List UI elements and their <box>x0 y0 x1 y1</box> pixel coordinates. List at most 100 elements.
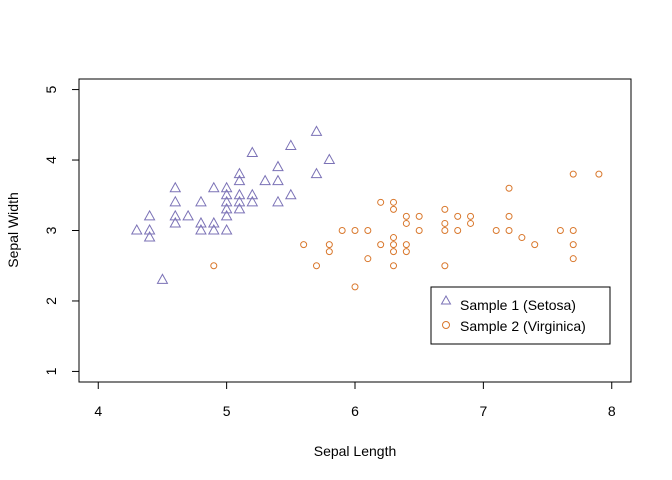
y-tick-label: 4 <box>43 156 59 164</box>
y-tick-label: 2 <box>43 297 59 305</box>
setosa-point <box>272 160 284 172</box>
virginica-point <box>454 227 462 234</box>
virginica-point <box>338 227 346 234</box>
setosa-point <box>284 188 297 200</box>
setosa-point <box>169 181 182 193</box>
virginica-point <box>377 241 385 249</box>
virginica-point <box>390 205 398 213</box>
legend-label-virginica: Sample 2 (Virginica) <box>460 318 586 334</box>
setosa-point <box>246 188 259 200</box>
virginica-point <box>492 227 500 234</box>
setosa-point <box>169 209 182 221</box>
setosa-point <box>246 146 259 157</box>
data-points <box>130 125 603 291</box>
virginica-point <box>595 170 603 178</box>
y-tick-label: 3 <box>43 226 59 234</box>
setosa-point <box>143 231 156 242</box>
setosa-point <box>143 223 156 235</box>
virginica-point <box>441 262 449 270</box>
setosa-point <box>143 209 156 221</box>
virginica-point <box>415 227 423 234</box>
setosa-point <box>207 216 220 228</box>
virginica-point <box>402 219 410 227</box>
setosa-point <box>233 195 246 207</box>
setosa-point <box>284 139 297 150</box>
x-tick-label: 7 <box>479 403 487 419</box>
setosa-point <box>220 223 233 235</box>
setosa-point <box>323 153 336 165</box>
virginica-point <box>390 248 398 256</box>
setosa-point <box>195 223 207 235</box>
virginica-point <box>569 241 577 249</box>
virginica-point <box>390 241 398 249</box>
legend-marker-setosa <box>440 294 452 305</box>
virginica-point <box>210 262 218 270</box>
setosa-point <box>207 223 220 235</box>
virginica-point <box>325 248 333 256</box>
virginica-point <box>569 170 577 178</box>
setosa-point <box>233 174 246 186</box>
setosa-point <box>207 181 220 193</box>
setosa-point <box>220 209 233 221</box>
virginica-point <box>531 241 539 249</box>
y-axis-label: Sepal Width <box>5 192 21 267</box>
setosa-point <box>233 188 246 200</box>
virginica-point <box>441 219 449 227</box>
virginica-point <box>312 262 320 270</box>
legend-label-setosa: Sample 1 (Setosa) <box>460 297 576 313</box>
setosa-point <box>169 216 182 228</box>
x-tick-label: 8 <box>608 403 616 419</box>
virginica-point <box>441 205 449 213</box>
virginica-point <box>325 241 333 249</box>
setosa-point <box>220 202 233 214</box>
setosa-point <box>272 174 284 186</box>
setosa-point <box>130 223 143 235</box>
virginica-point <box>364 227 372 234</box>
virginica-point <box>569 255 577 263</box>
setosa-point <box>233 167 246 179</box>
virginica-point <box>364 255 372 263</box>
setosa-point <box>272 195 284 207</box>
virginica-point <box>467 219 475 227</box>
y-tick-label: 5 <box>43 85 59 93</box>
setosa-point <box>310 167 323 179</box>
virginica-point <box>402 241 410 249</box>
setosa-point <box>195 195 207 207</box>
virginica-point <box>518 234 526 242</box>
legend-box <box>430 286 611 345</box>
setosa-point <box>195 216 207 228</box>
virginica-point <box>441 227 449 234</box>
virginica-point <box>377 198 385 206</box>
setosa-point <box>310 125 323 136</box>
setosa-point <box>182 209 194 221</box>
virginica-point <box>390 262 398 270</box>
setosa-point <box>169 195 182 207</box>
x-tick-label: 5 <box>223 403 231 419</box>
setosa-point <box>156 273 169 284</box>
virginica-point <box>569 227 577 234</box>
virginica-point <box>505 212 513 220</box>
virginica-point <box>351 227 359 234</box>
x-tick-label: 6 <box>351 403 359 419</box>
virginica-point <box>415 212 423 220</box>
x-tick-label: 4 <box>94 403 102 419</box>
y-axis: 1 2 3 4 5 <box>43 85 80 375</box>
virginica-point <box>505 184 513 192</box>
x-axis: 4 5 6 7 8 <box>94 381 616 419</box>
virginica-point <box>556 227 564 234</box>
x-axis-label: Sepal Length <box>314 443 397 459</box>
legend-marker-virginica <box>442 321 450 329</box>
legend: Sample 1 (Setosa) Sample 2 (Virginica) <box>430 286 611 345</box>
setosa-point <box>246 195 259 207</box>
virginica-point <box>390 234 398 242</box>
setosa-point <box>233 202 246 214</box>
setosa-point <box>220 195 233 207</box>
setosa-point <box>259 174 271 186</box>
virginica-point <box>402 248 410 256</box>
setosa-point <box>220 188 233 200</box>
virginica-point <box>351 283 359 291</box>
setosa-point <box>220 181 233 193</box>
virginica-point <box>467 212 475 220</box>
virginica-point <box>402 212 410 220</box>
